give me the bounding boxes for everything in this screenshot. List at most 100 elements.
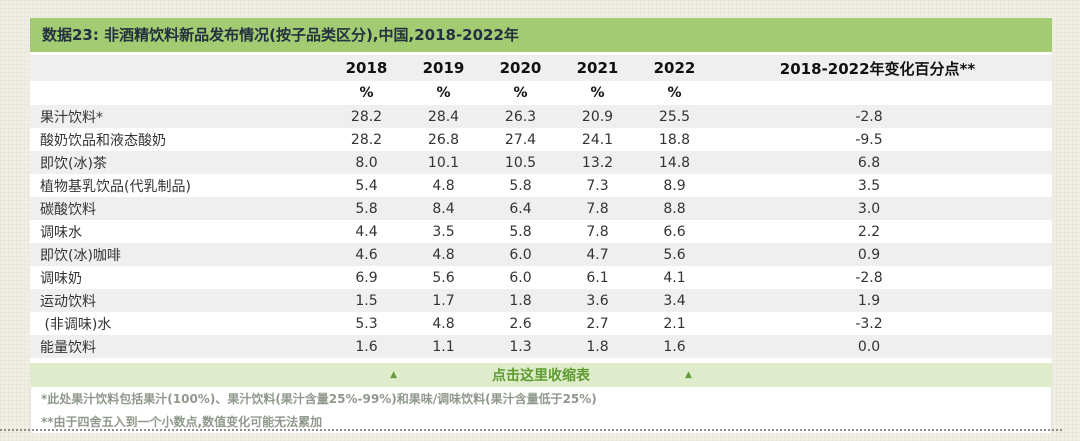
cell-value: 1.7 (432, 292, 455, 309)
header-empty-cell (30, 55, 328, 81)
row-label: 酸奶饮品和液态酸奶 (40, 132, 166, 149)
data-table-card: 数据23: 非酒精饮料新品发布情况(按子品类区分),中国,2018-2022年 … (30, 18, 1052, 433)
units-empty-cell (30, 81, 328, 105)
footnotes-section: *此处果汁饮料包括果汁(100%)、果汁饮料(果汁含量25%-99%)和果味/调… (30, 387, 1052, 433)
cell-value: 5.6 (432, 269, 455, 286)
header-year-2019: 2019 (422, 59, 465, 77)
table-row: (非调味)水 5.3 4.8 2.6 2.7 2.1 -3.2 (30, 312, 1052, 335)
header-year-2022: 2022 (653, 59, 696, 77)
cell-value: 5.8 (509, 177, 532, 194)
cell-value: 27.4 (504, 131, 537, 148)
row-label: 能量饮料 (40, 339, 96, 356)
cell-change: 3.5 (857, 177, 881, 194)
cell-value: 24.1 (581, 131, 614, 148)
cell-value: 3.6 (586, 292, 609, 309)
cell-value: 20.9 (581, 108, 614, 125)
cell-value: 1.5 (355, 292, 378, 309)
row-label: 果汁饮料* (40, 109, 103, 126)
cell-value: 8.9 (663, 177, 686, 194)
cell-value: 4.8 (432, 315, 455, 332)
cell-value: 5.6 (663, 246, 686, 263)
cell-change: 0.0 (857, 338, 881, 355)
row-label: 调味奶 (40, 270, 82, 287)
cell-value: 3.4 (663, 292, 686, 309)
cell-value: 2.1 (663, 315, 686, 332)
cell-value: 2.6 (509, 315, 532, 332)
units-empty-cell (713, 81, 1052, 105)
cell-value: 26.8 (427, 131, 460, 148)
unit-label: % (590, 85, 605, 101)
collapse-up-triangle-icon: ▲ (685, 369, 692, 380)
cell-change: -2.8 (855, 269, 883, 286)
cell-change: -3.2 (855, 315, 883, 332)
cell-value: 10.1 (427, 154, 460, 171)
cell-value: 1.6 (663, 338, 686, 355)
cell-value: 4.6 (355, 246, 378, 263)
table-row: 即饮(冰)茶 8.0 10.1 10.5 13.2 14.8 6.8 (30, 151, 1052, 174)
table-row: 碳酸饮料 5.8 8.4 6.4 7.8 8.8 3.0 (30, 197, 1052, 220)
row-label: 即饮(冰)茶 (40, 155, 107, 172)
cell-value: 8.4 (432, 200, 455, 217)
row-label: 碳酸饮料 (40, 201, 96, 218)
cell-change: 0.9 (857, 246, 881, 263)
table-header-row: 2018 2019 2020 2021 2022 2018-2022年变化百分点… (30, 55, 1052, 81)
cell-value: 14.8 (658, 154, 691, 171)
cell-value: 6.0 (509, 269, 532, 286)
beverage-launch-table: 2018 2019 2020 2021 2022 2018-2022年变化百分点… (30, 55, 1052, 358)
cell-value: 5.8 (355, 200, 378, 217)
cell-value: 4.8 (432, 246, 455, 263)
collapse-gap (30, 358, 1052, 363)
cell-change: 6.8 (857, 154, 881, 171)
cell-value: 6.4 (509, 200, 532, 217)
cell-value: 1.8 (509, 292, 532, 309)
cell-value: 4.8 (432, 177, 455, 194)
header-year-2021: 2021 (576, 59, 619, 77)
cell-value: 13.2 (581, 154, 614, 171)
unit-label: % (436, 85, 451, 101)
table-row: 酸奶饮品和液态酸奶 28.2 26.8 27.4 24.1 18.8 -9.5 (30, 128, 1052, 151)
row-label: 即饮(冰)咖啡 (40, 247, 121, 264)
collapse-table-button[interactable]: ▲ 点击这里收缩表 ▲ (30, 363, 1052, 387)
row-label: 运动饮料 (40, 293, 96, 310)
cell-value: 5.8 (509, 223, 532, 240)
unit-label: % (513, 85, 528, 101)
cell-value: 6.9 (355, 269, 378, 286)
footnote-rounding: **由于四舍五入到一个小数点,数值变化可能无法累加 (41, 415, 323, 429)
cell-value: 6.1 (586, 269, 609, 286)
cell-value: 25.5 (658, 108, 691, 125)
table-row: 调味水 4.4 3.5 5.8 7.8 6.6 2.2 (30, 220, 1052, 243)
cell-value: 1.6 (355, 338, 378, 355)
cell-value: 7.8 (586, 223, 609, 240)
cell-value: 4.4 (355, 223, 378, 240)
collapse-button-label: 点击这里收缩表 (492, 368, 590, 384)
cell-value: 8.0 (355, 154, 378, 171)
cell-value: 4.1 (663, 269, 686, 286)
cell-value: 6.6 (663, 223, 686, 240)
cell-value: 3.5 (432, 223, 455, 240)
table-row: 运动饮料 1.5 1.7 1.8 3.6 3.4 1.9 (30, 289, 1052, 312)
table-row: 调味奶 6.9 5.6 6.0 6.1 4.1 -2.8 (30, 266, 1052, 289)
footnote-juice-definition: *此处果汁饮料包括果汁(100%)、果汁饮料(果汁含量25%-99%)和果味/调… (41, 392, 597, 406)
cell-value: 18.8 (658, 131, 691, 148)
cell-value: 10.5 (504, 154, 537, 171)
table-row: 植物基乳饮品(代乳制品) 5.4 4.8 5.8 7.3 8.9 3.5 (30, 174, 1052, 197)
cell-change: -2.8 (855, 108, 883, 125)
cell-value: 7.8 (586, 200, 609, 217)
cell-change: 2.2 (857, 223, 881, 240)
bottom-dotted-divider (0, 429, 1062, 431)
title-gap (30, 52, 1052, 55)
header-year-2020: 2020 (499, 59, 542, 77)
cell-value: 28.2 (350, 131, 383, 148)
cell-value: 28.4 (427, 108, 460, 125)
table-row: 果汁饮料* 28.2 28.4 26.3 20.9 25.5 -2.8 (30, 105, 1052, 128)
table-title: 数据23: 非酒精饮料新品发布情况(按子品类区分),中国,2018-2022年 (30, 18, 1052, 52)
cell-change: 3.0 (857, 200, 881, 217)
cell-value: 7.3 (586, 177, 609, 194)
table-units-row: % % % % % (30, 81, 1052, 105)
collapse-up-triangle-icon: ▲ (390, 369, 397, 380)
table-row: 即饮(冰)咖啡 4.6 4.8 6.0 4.7 5.6 0.9 (30, 243, 1052, 266)
row-label: 调味水 (40, 224, 82, 241)
cell-value: 1.3 (509, 338, 532, 355)
cell-value: 6.0 (509, 246, 532, 263)
cell-change: 1.9 (857, 292, 881, 309)
